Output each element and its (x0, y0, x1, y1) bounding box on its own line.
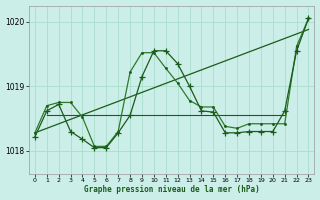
X-axis label: Graphe pression niveau de la mer (hPa): Graphe pression niveau de la mer (hPa) (84, 185, 260, 194)
